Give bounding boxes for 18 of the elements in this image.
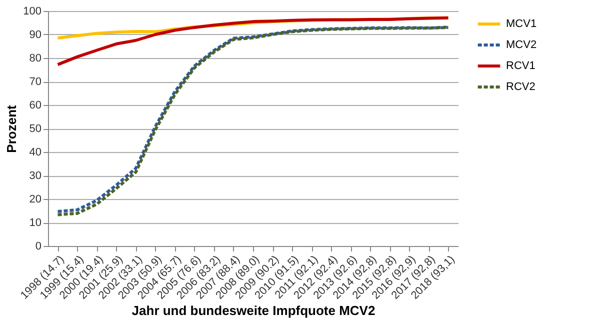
y-tick-label: 40 — [29, 146, 42, 158]
legend-label: RCV2 — [506, 81, 536, 93]
x-axis-title: Jahr und bundesweite Impfquote MCV2 — [132, 303, 376, 318]
y-tick-label: 30 — [29, 170, 42, 182]
y-tick-label: 70 — [29, 76, 42, 88]
y-tick-label: 10 — [29, 217, 42, 229]
y-tick-label: 60 — [29, 100, 42, 112]
y-tick-label: 100 — [23, 6, 42, 18]
legend-label: MCV2 — [506, 39, 537, 51]
y-tick-label: 80 — [29, 52, 42, 64]
legend-label: RCV1 — [506, 60, 536, 72]
legend-label: MCV1 — [506, 18, 537, 30]
y-tick-label: 90 — [29, 29, 42, 41]
y-tick-label: 0 — [35, 240, 42, 252]
y-tick-label: 20 — [29, 194, 42, 206]
y-tick-label: 50 — [29, 123, 42, 135]
line-series — [56, 16, 450, 66]
y-axis-title: Prozent — [4, 104, 20, 153]
